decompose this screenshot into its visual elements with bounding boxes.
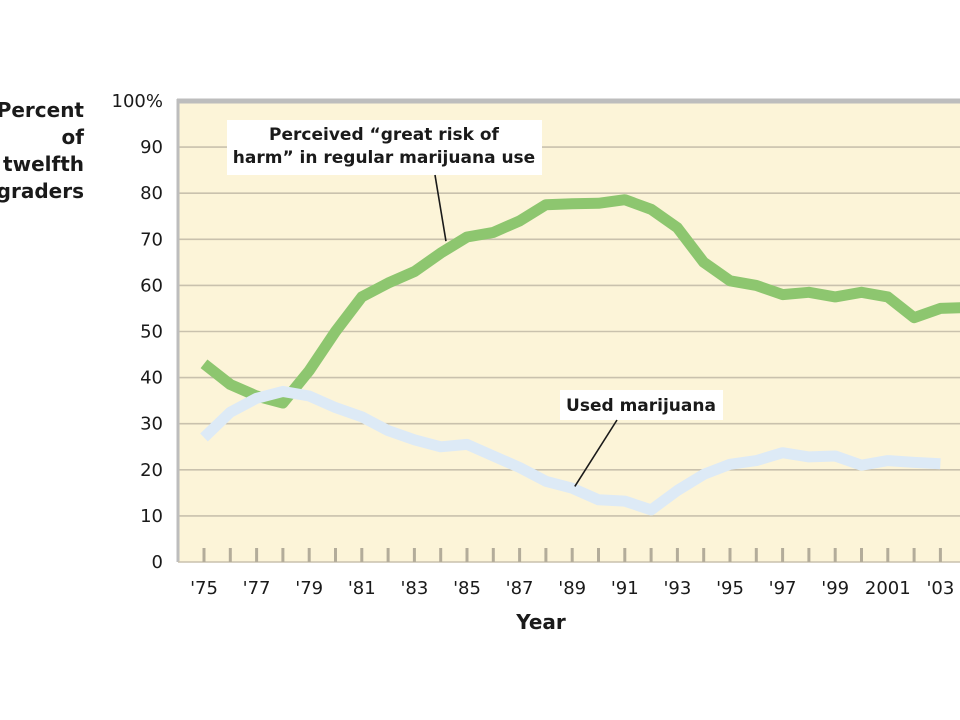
y-tick-label: 90 [140,137,163,158]
annotation-box-risk_label [227,120,542,175]
y-axis-title-line: of [62,125,85,149]
annotation-leader-risk_label [434,174,447,242]
x-tick-label: '85 [453,578,481,599]
x-tick-label: '95 [716,578,744,599]
annotation-text-used_label: Used marijuana [566,396,716,416]
x-axis-title: Year [515,610,566,634]
y-tick-label: 0 [152,552,163,573]
x-tick-label: '97 [769,578,797,599]
x-tick-label: '03 [926,578,954,599]
x-tick-label: '99 [821,578,849,599]
y-tick-label: 20 [140,460,163,481]
y-tick-label: 80 [140,183,163,204]
x-tick-label: '89 [558,578,586,599]
x-tick-label: '87 [506,578,534,599]
annotation-line: harm” in regular marijuana use [233,148,535,168]
y-tick-label: 50 [140,322,163,343]
x-tick-label: '81 [348,578,376,599]
y-axis-title: Percent of twelfth graders [0,98,84,203]
series-line-risk [200,194,960,409]
x-tick-label: '83 [400,578,428,599]
annotation-line: Used marijuana [566,396,716,416]
series-line-used [200,385,941,516]
y-tick-label: 70 [140,229,163,250]
x-tick-label: '79 [295,578,323,599]
x-tick-label: '91 [611,578,639,599]
y-tick-label: 60 [140,275,163,296]
annotation-text-risk_label: Perceived “great risk of harm” in regular… [233,125,535,168]
y-axis-title-line: Percent [0,98,84,122]
y-axis-title-line: graders [0,179,84,203]
x-tick-label: '93 [663,578,691,599]
y-tick-label: 40 [140,368,163,389]
annotation-box-used_label [560,390,723,420]
y-tick-label: 100% [112,91,163,112]
annotation-leader-used_label [574,419,618,487]
y-tick-label: 10 [140,506,163,527]
x-tick-label: 2001 [865,578,911,599]
y-tick-label: 30 [140,414,163,435]
annotation-line: Perceived “great risk of [269,125,500,145]
x-tick-label: '75 [190,578,218,599]
x-tick-label: '77 [243,578,271,599]
y-axis-title-line: twelfth [3,152,84,176]
